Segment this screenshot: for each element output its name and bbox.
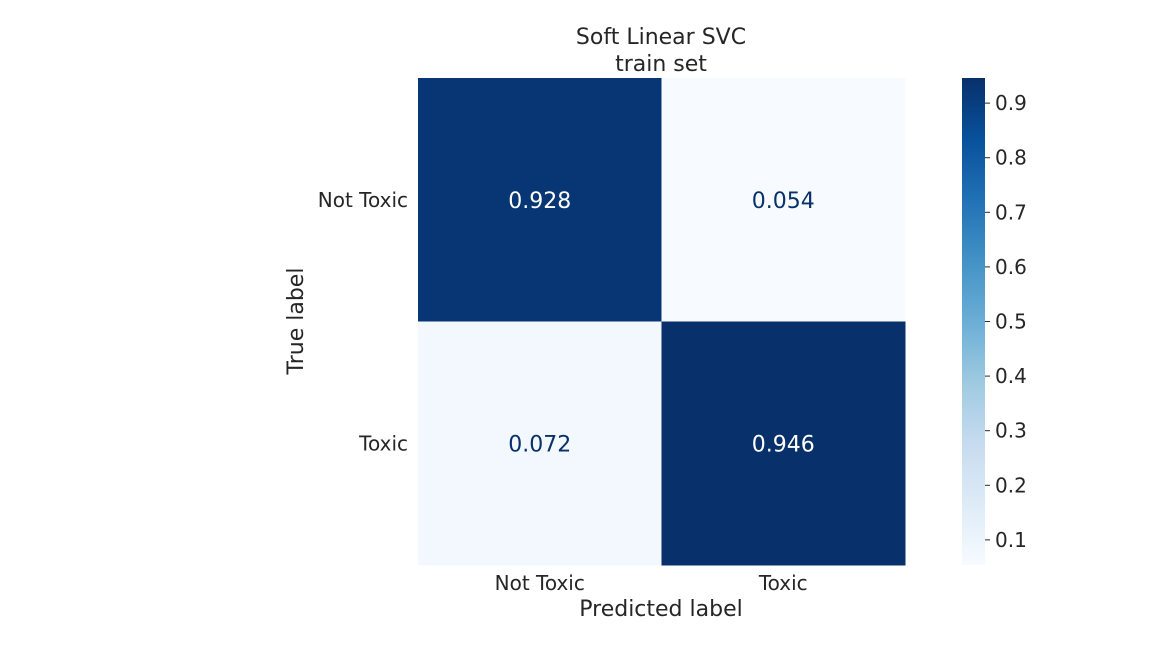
- x-tick-label: Not Toxic: [495, 571, 585, 595]
- cell-value-label: 0.072: [508, 432, 571, 457]
- cell-value-label: 0.928: [508, 189, 571, 214]
- cell-value-label: 0.054: [752, 189, 815, 214]
- heatmap-cell: [661, 321, 906, 566]
- colorbar-tick-label: 0.5: [995, 310, 1027, 334]
- y-axis-label: True label: [284, 268, 309, 376]
- heatmap-cell: [418, 321, 662, 566]
- colorbar-tick-label: 0.7: [995, 200, 1027, 224]
- colorbar-tick-label: 0.1: [995, 528, 1027, 552]
- colorbar: [962, 78, 985, 565]
- x-tick-labels: Not Toxic Toxic: [495, 571, 808, 595]
- colorbar-ticks: 0.1 0.2 0.3 0.4 0.5 0.6 0.7 0.8 0.9: [985, 91, 1027, 552]
- chart-title: Soft Linear SVC: [576, 25, 746, 50]
- y-tick-label: Not Toxic: [318, 188, 408, 212]
- colorbar-tick-label: 0.8: [995, 146, 1027, 170]
- heatmap-cell: [661, 78, 906, 322]
- heatmap-cells: 0.928 0.054 0.072 0.946: [418, 78, 906, 566]
- x-tick-label: Toxic: [758, 571, 808, 595]
- x-axis-label: Predicted label: [579, 597, 742, 622]
- colorbar-tick-label: 0.9: [995, 91, 1027, 115]
- colorbar-tick-label: 0.2: [995, 473, 1027, 497]
- colorbar-tick-label: 0.6: [995, 255, 1027, 279]
- colorbar-tick-label: 0.4: [995, 364, 1027, 388]
- y-tick-label: Toxic: [358, 431, 408, 455]
- cell-value-label: 0.946: [752, 432, 815, 457]
- y-tick-labels: Not Toxic Toxic: [318, 188, 408, 456]
- chart-subtitle: train set: [615, 52, 707, 77]
- heatmap-cell: [418, 78, 662, 322]
- colorbar-tick-label: 0.3: [995, 419, 1027, 443]
